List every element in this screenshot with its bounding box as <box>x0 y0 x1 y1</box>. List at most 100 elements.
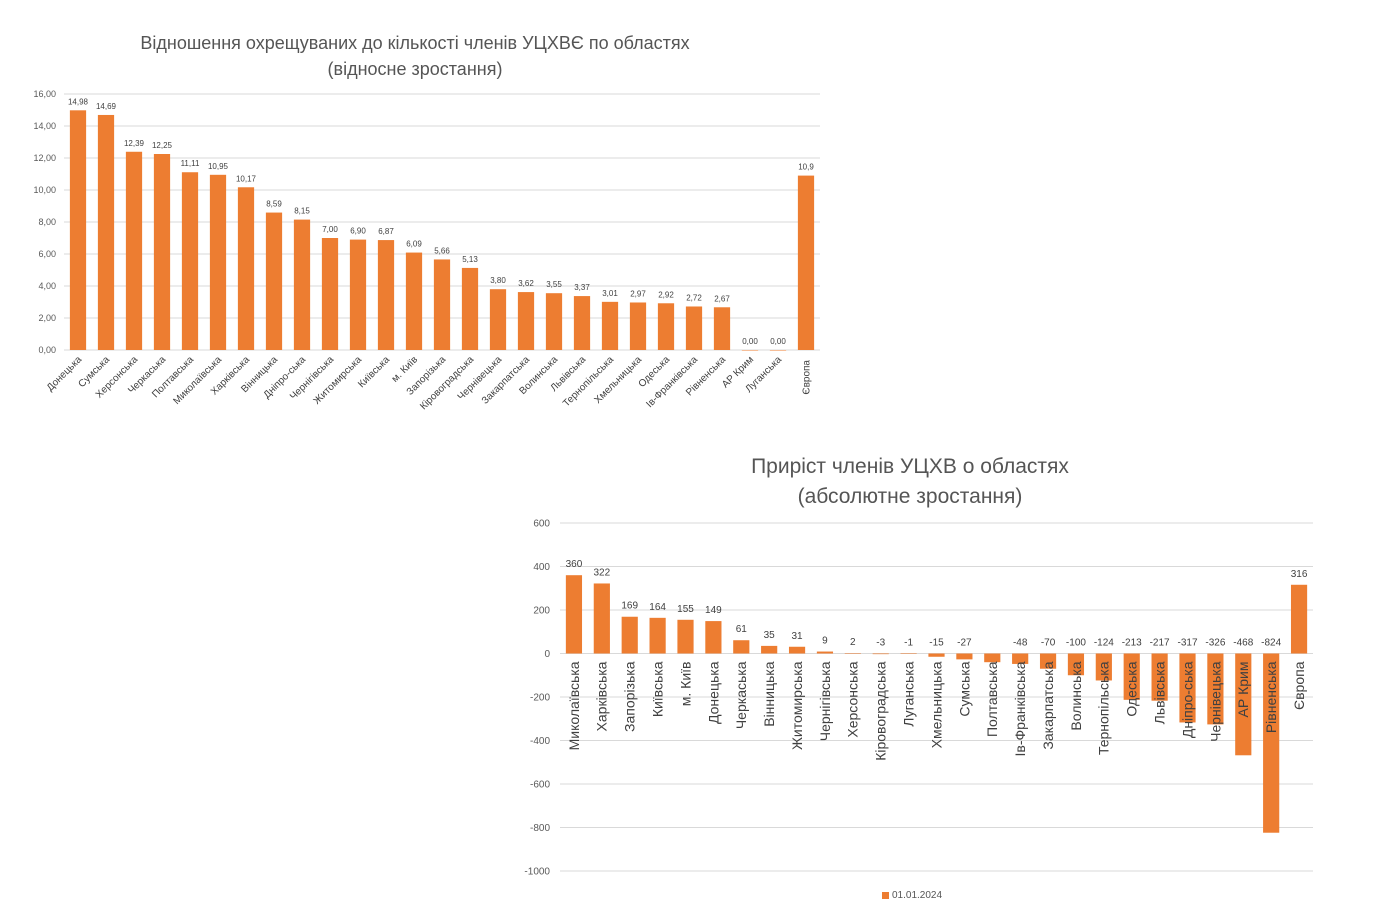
x-category-label: Вінницька <box>761 661 777 726</box>
x-category-label: АР Крим <box>1235 662 1251 718</box>
y-tick-label: 400 <box>533 562 550 573</box>
data-label: 10,95 <box>208 162 229 171</box>
y-tick-label: -1000 <box>524 867 550 878</box>
bar <box>601 301 619 350</box>
data-label: 14,98 <box>68 97 89 106</box>
legend: 01.01.2024 <box>882 890 942 901</box>
chart-title-line: Приріст членів УЦХВ о областях <box>751 455 1069 478</box>
bar <box>713 307 731 350</box>
data-label: 31 <box>791 631 803 642</box>
bar <box>1095 653 1112 681</box>
y-tick-label: 200 <box>533 606 550 617</box>
y-tick-label: -200 <box>530 693 550 704</box>
y-tick-label: 12,00 <box>33 153 56 163</box>
chart-plot: -1000 -800 -600 -400 -200 0 200 400 600 360 Микола… <box>524 519 1313 878</box>
data-label: 14,69 <box>96 102 117 111</box>
data-label: -70 <box>1041 638 1056 649</box>
bar <box>685 306 703 350</box>
data-label: 8,15 <box>294 207 310 216</box>
data-label: -48 <box>1013 638 1028 649</box>
x-category-label: Європа <box>1291 661 1307 710</box>
data-label: 2,72 <box>686 293 702 302</box>
data-label: 5,13 <box>462 255 478 264</box>
data-label: -824 <box>1261 638 1281 649</box>
bar <box>97 114 115 351</box>
bar <box>153 154 171 350</box>
x-category-label: Закарпатська <box>1040 661 1056 749</box>
legend-swatch <box>882 892 889 899</box>
data-label: 2,92 <box>658 290 674 299</box>
x-category-label: Європа <box>802 360 813 395</box>
x-category-label: Донецька <box>705 661 721 724</box>
data-label: -124 <box>1094 638 1114 649</box>
y-tick-label: 6,00 <box>38 249 56 259</box>
data-label: 7,00 <box>322 225 338 234</box>
legend-label: 01.01.2024 <box>892 890 943 901</box>
x-category-label: Ів-Франківська <box>1012 661 1028 756</box>
bar <box>844 653 861 654</box>
data-label: 360 <box>566 559 583 570</box>
x-category-label: Полтавська <box>984 661 1000 737</box>
data-label: 61 <box>736 624 748 635</box>
bar <box>349 239 367 350</box>
bar <box>1290 584 1308 654</box>
x-category-label: Київська <box>356 354 392 390</box>
y-tick-label: -400 <box>530 736 550 747</box>
bar <box>816 651 834 654</box>
data-label: 10,9 <box>798 163 814 172</box>
bar <box>1207 653 1224 725</box>
bar <box>593 583 610 654</box>
data-label: 2,97 <box>630 289 646 298</box>
bar <box>872 653 889 655</box>
y-tick-label: 2,00 <box>38 313 56 323</box>
x-category-label: Волинська <box>1068 661 1084 730</box>
y-tick-label: 4,00 <box>38 281 56 291</box>
x-category-label: м. Київ <box>677 662 693 707</box>
bar <box>209 174 227 350</box>
chart-title: Приріст членів УЦХВ о областях (абсолютн… <box>670 452 1150 512</box>
bar <box>769 350 787 351</box>
bar <box>377 240 395 350</box>
data-label: 3,80 <box>490 276 506 285</box>
x-category-label: Херсонська <box>845 661 861 737</box>
data-label: 322 <box>593 567 610 578</box>
data-label: -317 <box>1177 638 1197 649</box>
bar <box>489 289 507 350</box>
bar <box>69 110 87 350</box>
x-category-label: Запорізька <box>622 661 638 732</box>
chart-title: Відношення охрещуваних до кількості член… <box>70 30 760 82</box>
y-tick-label: 14,00 <box>33 121 56 131</box>
bar <box>1151 653 1168 701</box>
data-label: 2 <box>850 637 856 648</box>
bar <box>1123 653 1140 700</box>
data-label: 5,66 <box>434 246 450 255</box>
bar <box>565 575 583 654</box>
bar <box>928 653 945 657</box>
data-label: 12,39 <box>124 139 145 148</box>
bar <box>1039 653 1057 669</box>
y-tick-label: 600 <box>533 519 550 530</box>
data-label: -3 <box>876 638 885 649</box>
data-label: 316 <box>1291 569 1308 580</box>
x-category-label: Хмельницька <box>928 661 944 748</box>
data-label: 164 <box>649 602 666 613</box>
bar <box>1179 653 1196 723</box>
x-category-label: Чернігівська <box>817 661 833 741</box>
bar <box>405 252 423 350</box>
data-label: 8,59 <box>266 200 282 209</box>
x-category-label: Черкаська <box>733 661 749 729</box>
x-category-label: Чернівецька <box>1207 661 1223 742</box>
x-category-label: Сумська <box>956 661 972 716</box>
data-label: 149 <box>705 605 722 616</box>
y-tick-label: 8,00 <box>38 217 56 227</box>
bar <box>657 303 675 350</box>
bar <box>1263 653 1280 833</box>
bar <box>125 151 143 350</box>
y-tick-label: 0,00 <box>38 345 56 355</box>
data-label: 11,11 <box>181 159 200 168</box>
bar <box>788 646 806 654</box>
data-label: 6,87 <box>378 227 394 236</box>
data-label: -15 <box>929 638 944 649</box>
bar <box>705 621 722 654</box>
data-label: 3,37 <box>574 283 590 292</box>
